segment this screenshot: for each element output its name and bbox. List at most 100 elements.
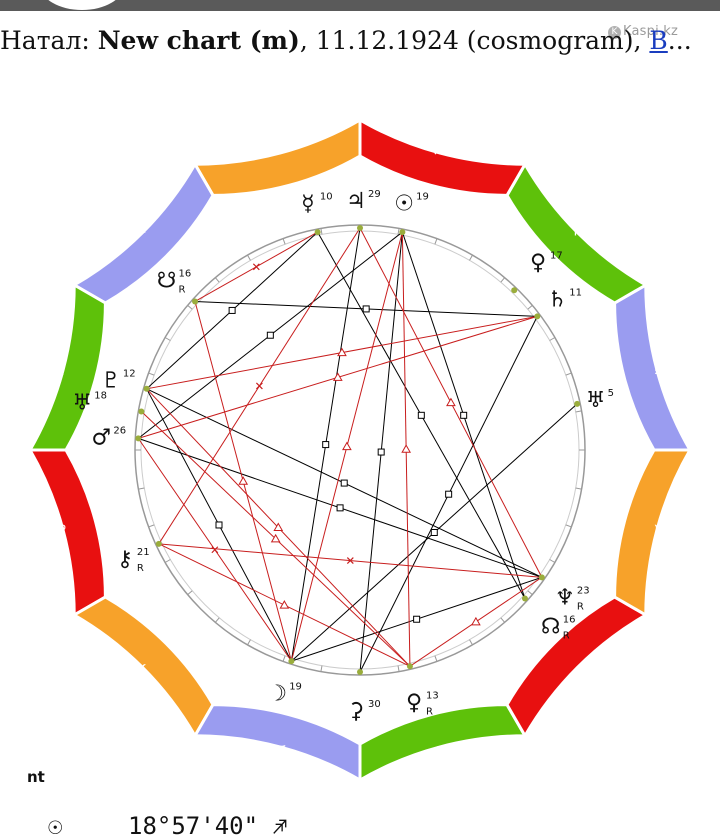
degree-tick — [148, 524, 155, 528]
degree-tick — [397, 665, 400, 672]
degree-tick — [214, 277, 220, 283]
natal-chart: ♈♉♊ ♋♌♍♎♏♐♑♒♓ ☽ 19⚳ 30 ♀ 13R♆ 23R☊ 16R♅ 5♄ 11♀ 17☉… — [27, 117, 693, 780]
virgo-icon: ♍ — [654, 522, 669, 542]
venus_lower-degree: 13 — [426, 690, 439, 701]
degree-tick — [434, 655, 438, 662]
zodiac-segment-virgo — [613, 448, 693, 618]
pisces-icon: ♓ — [51, 360, 66, 380]
planet-label-jupiter: ♃ 29 — [346, 189, 381, 214]
page-title: Натал: New chart (m), 11.12.1924 (cosmog… — [0, 26, 720, 55]
degree-tick — [575, 410, 582, 413]
degree-tick — [469, 639, 473, 646]
planet-label-mercury: ☿ 10 — [301, 192, 332, 217]
trine-aspect-marker — [238, 476, 249, 485]
gemini-icon: ♊ — [272, 742, 287, 762]
planet-label-mars: ♂ 26 — [91, 426, 126, 451]
planet-point — [192, 298, 199, 305]
planet-point — [138, 408, 145, 415]
square-aspect-marker — [460, 411, 468, 419]
trine-aspect-marker — [337, 347, 347, 357]
degree-tick — [500, 277, 506, 283]
planet-label-saturn: ♄ 11 — [547, 287, 582, 312]
degree-tick — [549, 337, 556, 341]
square-aspect-marker — [430, 528, 438, 536]
planet-label-moon: ☽ 19 — [267, 682, 302, 707]
planet-point — [538, 574, 545, 581]
libra-icon: ♎ — [654, 360, 669, 380]
degree-tick — [214, 617, 220, 623]
planet-point — [357, 669, 363, 675]
degree-tick — [247, 254, 251, 261]
sextile-aspect-marker — [211, 546, 219, 554]
degree-tick — [320, 665, 323, 672]
square-aspect-marker — [266, 331, 274, 339]
neptune-retrograde: R — [577, 601, 584, 612]
venus_lower-retrograde: R — [426, 706, 433, 717]
degree-tick — [282, 655, 286, 662]
square-aspect-marker — [322, 441, 330, 449]
uranus-degree: 5 — [608, 388, 614, 399]
planet-labels: ☽ 19⚳ 30 ♀ 13R♆ 23R☊ 16R♅ 5♄ 11♀ 17☉ 19♃ 29☿ 10☋ 16R♇… — [72, 189, 614, 724]
degree-tick — [282, 238, 286, 245]
zodiac-segment-aries — [27, 448, 107, 618]
uranus_alt-icon: ♅ — [72, 391, 92, 416]
leo-icon: ♌ — [573, 662, 588, 682]
planet-point — [574, 400, 581, 407]
top-bar — [0, 0, 720, 11]
square-aspect-marker — [336, 504, 344, 512]
trine-aspect-marker — [446, 397, 456, 407]
trine-aspect-marker — [279, 600, 290, 609]
planet-point — [521, 595, 528, 602]
trine-aspect-marker — [401, 444, 412, 453]
degree-tick — [247, 639, 251, 646]
degree-tick — [469, 254, 473, 261]
planet-point — [135, 435, 142, 442]
node-icon: ☊ — [541, 614, 561, 639]
jupiter-icon: ♃ — [346, 189, 366, 214]
planet-point — [534, 313, 541, 320]
degree-tick — [527, 590, 533, 596]
degree-tick — [138, 487, 145, 490]
pluto-icon: ♇ — [101, 369, 121, 394]
south_node-degree: 16 — [178, 268, 191, 279]
planet-points — [135, 225, 581, 675]
degree-tick — [148, 372, 155, 376]
degree-tick — [320, 228, 323, 235]
title-prefix: Натал: — [0, 26, 98, 55]
square-aspect-marker — [413, 615, 421, 623]
planet-point — [399, 229, 406, 236]
chiron-icon: ⚷ — [117, 547, 133, 572]
planet-label-neptune: ♆ 23 R — [555, 585, 590, 612]
title-link[interactable]: В — [649, 26, 668, 55]
planet-point — [511, 287, 518, 294]
aspect-lines — [137, 227, 578, 673]
node-degree: 16 — [563, 614, 576, 625]
trine-aspect-marker — [332, 372, 343, 381]
uranus-icon: ♅ — [586, 388, 606, 413]
watermark-text: Kaspi.kz — [623, 24, 678, 39]
square-aspect-marker — [417, 411, 425, 419]
title-details: , 11.12.1924 (cosmogram), — [299, 26, 650, 55]
venus_lower-icon: ♀ — [406, 690, 422, 715]
inner-circle-2 — [140, 230, 580, 670]
degree-tick — [527, 304, 533, 310]
neptune-icon: ♆ — [555, 585, 575, 610]
trine-aspect-marker — [471, 616, 481, 626]
sagittarius-icon: ♐ — [272, 812, 287, 840]
degree-tick — [565, 372, 572, 376]
watermark: K Kaspi.kz — [608, 24, 678, 39]
moon-degree: 19 — [289, 682, 302, 693]
degree-tick — [575, 487, 582, 490]
ceres-degree: 30 — [368, 699, 381, 710]
sextile-aspect-marker — [252, 263, 260, 271]
ceres-icon: ⚳ — [348, 699, 364, 724]
degree-tick — [397, 228, 400, 235]
planet-label-uranus_alt: ♅ 18 — [72, 391, 107, 416]
sun-icon: ☉ — [48, 812, 63, 840]
capricorn-icon: ♑ — [272, 140, 287, 160]
aries-icon: ♈ — [51, 522, 66, 542]
planet-point — [288, 658, 295, 665]
uranus_alt-degree: 18 — [94, 391, 107, 402]
sextile-aspect-marker — [255, 382, 263, 390]
planet-point — [155, 540, 162, 547]
